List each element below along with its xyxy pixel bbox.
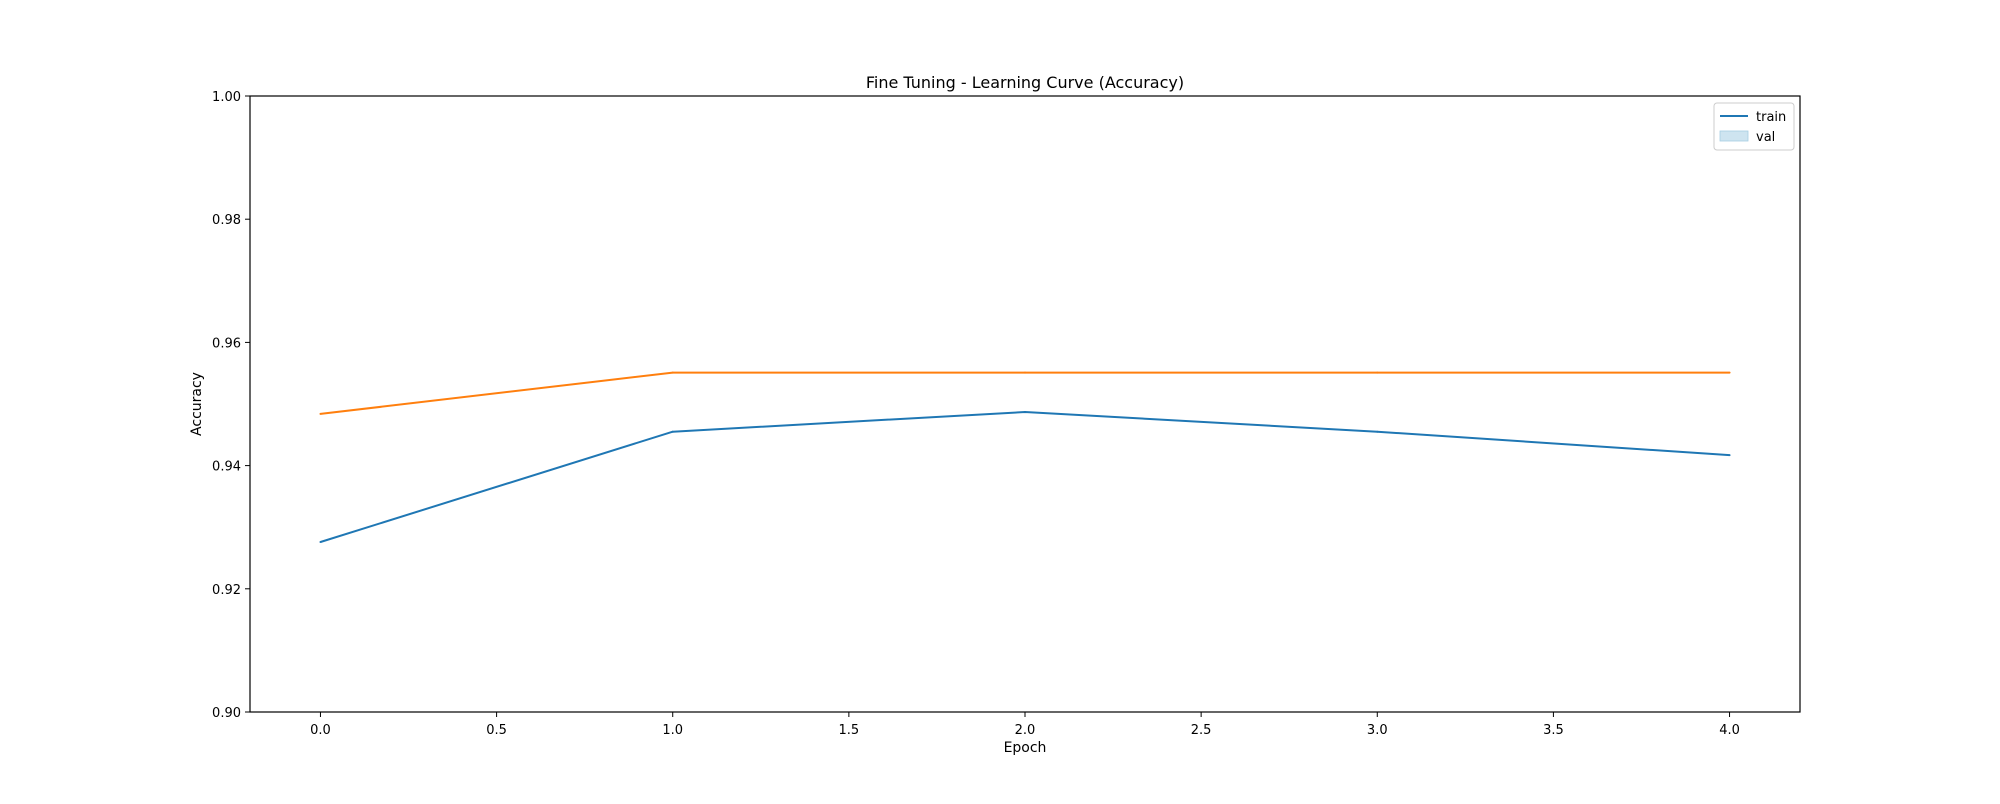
data-point-val [1376,371,1379,374]
chart-title: Fine Tuning - Learning Curve (Accuracy) [866,73,1184,92]
data-point-val [1024,371,1026,374]
data-point-train [1376,430,1379,433]
y-tick-label: 0.98 [212,213,241,228]
x-tick-label: 1.5 [839,723,860,738]
data-point-val [671,371,674,374]
y-tick-label: 0.94 [212,460,241,475]
x-tick-label: 0.5 [486,723,507,738]
x-axis-label: Epoch [1004,740,1047,756]
data-point-val [319,412,322,415]
y-tick-label: 0.96 [212,336,241,351]
legend: train val [1713,102,1795,151]
x-tick-label: 2.5 [1191,723,1212,738]
plot-frame [249,95,1801,713]
data-point-train [1728,454,1731,457]
data-point-train [319,540,322,543]
y-axis-label: Accuracy [189,372,205,436]
data-point-train [671,430,674,433]
legend-label-val: val [1756,130,1775,145]
y-tick-label: 0.92 [212,583,241,598]
x-tick-label: 0.0 [310,723,331,738]
x-tick-label: 2.0 [1015,723,1036,738]
data-point-val [1728,371,1731,374]
x-tick-label: 3.0 [1367,723,1388,738]
data-point-train [1024,411,1026,414]
legend-patch-val [1719,130,1749,142]
y-tick-label: 0.90 [212,706,241,721]
legend-label-train: train [1756,110,1786,125]
x-tick-label: 4.0 [1719,723,1740,738]
x-tick-label: 1.0 [662,723,683,738]
y-tick-label: 1.00 [212,90,241,105]
x-tick-label: 3.5 [1543,723,1564,738]
